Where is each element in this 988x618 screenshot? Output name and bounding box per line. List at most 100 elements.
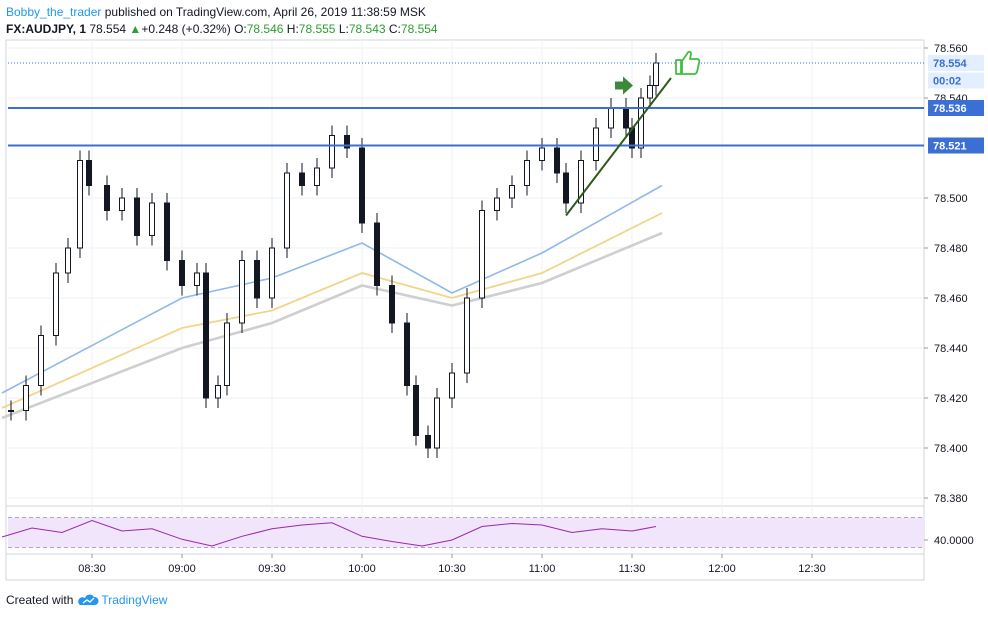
candle-body bbox=[284, 172, 290, 249]
published-text: published on TradingView.com, April 26, … bbox=[104, 5, 426, 19]
chart-header: Bobby_the_trader published on TradingVie… bbox=[6, 4, 982, 38]
candle-body bbox=[179, 260, 185, 286]
thumbs-up-icon bbox=[675, 50, 701, 75]
candle-body bbox=[404, 322, 410, 386]
candle-body bbox=[425, 435, 431, 449]
rsi-line bbox=[1, 519, 657, 547]
y-tick-label: 78.420 bbox=[934, 393, 968, 405]
candle-body bbox=[494, 197, 500, 211]
level-low-label-bg bbox=[928, 137, 984, 154]
candle-body bbox=[65, 247, 71, 274]
candle-body bbox=[449, 372, 455, 399]
y-tick-label: 78.400 bbox=[934, 443, 968, 455]
tradingview-logo[interactable]: TradingView bbox=[77, 592, 167, 608]
candle-body bbox=[8, 410, 14, 412]
candle-body bbox=[203, 272, 209, 399]
publish-line: Bobby_the_trader published on TradingVie… bbox=[6, 4, 982, 21]
price-chart[interactable]: 08:30 09:00 09:30 10:00 10:30 11:00 11:30 12:00… bbox=[0, 0, 988, 590]
candle-body bbox=[623, 107, 629, 129]
x-tick-label: 12:30 bbox=[798, 563, 826, 575]
trend-line bbox=[565, 77, 672, 217]
y-tick-label: 78.480 bbox=[934, 243, 968, 255]
candle-body bbox=[638, 97, 644, 149]
candle-body bbox=[38, 335, 44, 386]
created-with-text: Created with bbox=[6, 593, 74, 607]
candle-body bbox=[215, 385, 221, 399]
candle-body bbox=[194, 272, 200, 286]
x-tick-label: 11:30 bbox=[619, 563, 646, 575]
candle-body bbox=[23, 385, 29, 411]
candle-body bbox=[479, 210, 485, 299]
candle-body bbox=[149, 202, 155, 236]
tradingview-brand[interactable]: TradingView bbox=[101, 593, 168, 607]
level-high-label-bg bbox=[928, 100, 984, 116]
candle-body bbox=[374, 222, 380, 286]
candle-body bbox=[164, 202, 170, 261]
candle-body bbox=[653, 62, 659, 86]
candle-body bbox=[224, 322, 230, 386]
rsi-tick-label: 40.0000 bbox=[934, 535, 974, 547]
y-tick-label: 78.380 bbox=[934, 493, 968, 505]
candle-body bbox=[563, 172, 569, 204]
candle-body bbox=[134, 197, 140, 236]
ohlc-high-label: H: bbox=[286, 22, 299, 36]
candle-body bbox=[509, 185, 515, 199]
candle-body bbox=[254, 260, 260, 299]
moving-average-line-2 bbox=[1, 212, 663, 409]
candle-body bbox=[329, 135, 335, 169]
candle-body bbox=[239, 260, 245, 324]
ohlc-low-label: L: bbox=[338, 22, 349, 36]
candle-body bbox=[86, 160, 92, 186]
symbol-line: FX:AUDJPY, 1 78.554 ▲+0.248 (+0.32%) O:7… bbox=[6, 21, 982, 38]
symbol-name[interactable]: FX:AUDJPY, 1 bbox=[6, 22, 87, 36]
candle-body bbox=[593, 127, 599, 161]
x-tick-label: 09:00 bbox=[168, 563, 196, 575]
ohlc-low-value: 78.543 bbox=[348, 22, 386, 36]
thumbs-up-shape bbox=[675, 50, 701, 75]
ohlc-open-label: O: bbox=[234, 22, 247, 36]
candle-body bbox=[344, 135, 350, 149]
candle-body bbox=[434, 397, 440, 449]
price-change: +0.248 (+0.32%) bbox=[141, 22, 231, 36]
level-low-label: 78.521 bbox=[933, 141, 967, 153]
countdown-label: 00:02 bbox=[933, 76, 961, 88]
ohlc-high-value: 78.555 bbox=[298, 22, 336, 36]
candle-body bbox=[539, 147, 545, 161]
candle-body bbox=[359, 147, 365, 224]
candle-body bbox=[554, 147, 560, 174]
candle-body bbox=[389, 285, 395, 324]
tradingview-cloud-icon bbox=[78, 594, 99, 605]
candle-body bbox=[299, 172, 305, 186]
candle-body bbox=[647, 85, 653, 99]
candle-body bbox=[464, 297, 470, 374]
candle-body bbox=[413, 385, 419, 436]
x-tick-label: 12:00 bbox=[708, 563, 736, 575]
candle-body bbox=[524, 160, 530, 186]
author-link[interactable]: Bobby_the_trader bbox=[6, 5, 102, 19]
candle-body bbox=[119, 197, 125, 211]
rsi-band-fill bbox=[8, 517, 924, 548]
ohlc-close-value: 78.554 bbox=[400, 22, 438, 36]
ohlc-open-value: 78.546 bbox=[246, 22, 284, 36]
last-price-label: 78.554 bbox=[933, 58, 968, 70]
x-tick-label: 11:00 bbox=[529, 563, 556, 575]
y-tick-label: 78.440 bbox=[934, 343, 968, 355]
candle-body bbox=[578, 160, 584, 204]
up-arrow-icon: ▲ bbox=[129, 22, 142, 36]
footer: Created with TradingView bbox=[6, 592, 167, 608]
candle-body bbox=[53, 272, 59, 336]
last-price-label-bg bbox=[928, 55, 984, 71]
candle-body bbox=[77, 160, 83, 249]
x-tick-label: 08:30 bbox=[78, 563, 106, 575]
candle-body bbox=[608, 107, 614, 129]
countdown-label-bg bbox=[928, 72, 984, 89]
last-price: 78.554 bbox=[89, 22, 127, 36]
x-tick-label: 10:30 bbox=[438, 563, 466, 575]
y-tick-label: 78.460 bbox=[934, 293, 968, 305]
x-tick-label: 09:30 bbox=[258, 563, 286, 575]
moving-average-line-3 bbox=[1, 231, 663, 420]
ohlc-close-label: C: bbox=[388, 22, 401, 36]
level-high-label: 78.536 bbox=[933, 103, 967, 115]
candle-body bbox=[269, 247, 275, 299]
moving-average-line-1 bbox=[1, 184, 663, 394]
